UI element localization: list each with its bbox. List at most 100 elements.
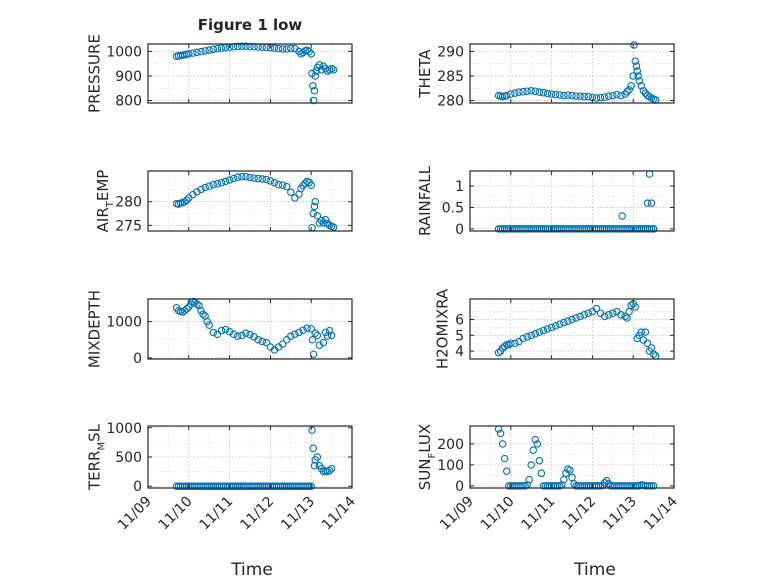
y-tick-label: 280 [115, 195, 142, 211]
y-tick-label: 0 [455, 479, 464, 495]
data-point [201, 183, 209, 192]
data-point [539, 88, 548, 97]
data-point [282, 45, 291, 53]
data-point [193, 48, 201, 57]
data-point [225, 327, 234, 336]
data-point [568, 91, 576, 100]
data-point [645, 92, 654, 101]
data-point [502, 341, 511, 349]
data-point [221, 325, 230, 334]
data-point [647, 225, 656, 233]
data-point [523, 333, 531, 341]
data-point [576, 92, 584, 100]
data-point [317, 216, 326, 225]
data-point [631, 57, 639, 65]
data-point [246, 330, 254, 339]
data-point [303, 324, 311, 332]
data-point [305, 482, 313, 490]
data-point [537, 469, 546, 478]
data-point [307, 181, 315, 189]
data-point [535, 456, 544, 465]
data-point [543, 325, 552, 333]
data-point [564, 91, 572, 99]
data-point [321, 328, 330, 337]
data-point [303, 482, 311, 490]
axes-box [147, 298, 353, 360]
data-point [307, 482, 315, 490]
data-point [643, 339, 652, 347]
data-point [195, 301, 203, 310]
data-point [604, 311, 613, 319]
data-point [274, 180, 283, 189]
data-point [539, 326, 548, 335]
y-axis-label: TERRMSL [86, 423, 108, 491]
data-point [535, 328, 544, 336]
data-point [527, 86, 535, 95]
data-point [299, 326, 307, 335]
y-tick-label: 200 [437, 437, 464, 453]
data-point [313, 331, 322, 340]
data-point [315, 219, 324, 227]
data-point [525, 475, 533, 484]
data-point [551, 322, 560, 330]
data-point [649, 225, 658, 233]
data-point [511, 89, 519, 97]
data-point [254, 174, 262, 183]
data-point [319, 338, 328, 347]
data-point [183, 196, 191, 205]
y-tick-label: 1000 [106, 44, 142, 60]
data-point [594, 482, 603, 490]
data-point [523, 87, 531, 95]
data-point [250, 174, 258, 182]
data-point [189, 49, 197, 57]
data-point [325, 466, 334, 475]
data-point [221, 177, 230, 186]
data-point [621, 312, 629, 321]
data-point [649, 350, 658, 359]
data-point [592, 94, 601, 102]
data-point [647, 482, 656, 490]
data-point [305, 47, 313, 56]
data-point [564, 317, 572, 325]
y-tick-label: 0 [455, 222, 464, 238]
data-point [185, 50, 193, 58]
data-point [313, 212, 322, 220]
data-point [645, 482, 654, 490]
data-point [303, 46, 311, 54]
data-point [533, 440, 542, 448]
data-point [213, 180, 222, 188]
data-point [635, 77, 644, 85]
data-point [309, 350, 318, 359]
data-point [613, 90, 621, 99]
data-point [527, 331, 535, 340]
data-point [229, 174, 238, 183]
data-point [287, 44, 295, 53]
x-axis-label-left: Time [230, 560, 273, 580]
data-point [270, 179, 279, 187]
data-point [531, 329, 540, 338]
data-point [639, 86, 648, 95]
data-point [634, 72, 642, 80]
data-point [308, 426, 316, 434]
data-point [225, 176, 234, 184]
data-point [531, 87, 540, 95]
data-point [278, 45, 287, 53]
data-point [299, 181, 307, 190]
data-point [325, 326, 334, 335]
data-point [308, 335, 317, 344]
y-tick-label: 500 [115, 450, 142, 466]
data-point [309, 444, 317, 452]
data-point [600, 478, 609, 487]
data-point [229, 330, 238, 339]
data-point [609, 309, 617, 317]
y-axis-label: PRESSURE [86, 34, 104, 113]
y-tick-label: 800 [115, 94, 142, 110]
data-point [213, 44, 222, 53]
y-tick-label: 275 [115, 218, 142, 234]
y-tick-label: 285 [437, 69, 464, 85]
data-point [201, 47, 209, 55]
data-point [625, 85, 633, 94]
data-point [637, 328, 646, 336]
data-point [315, 341, 324, 349]
